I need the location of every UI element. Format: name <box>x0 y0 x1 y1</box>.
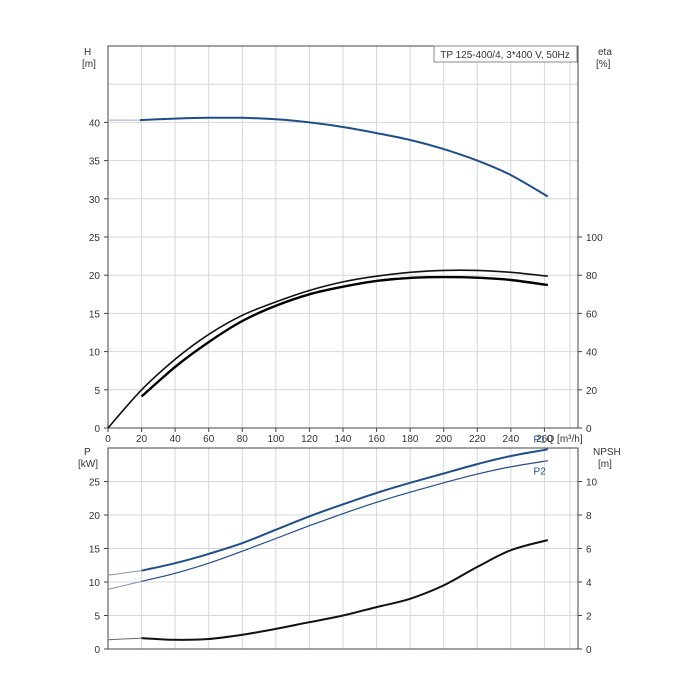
y-left-tick-label: 40 <box>89 118 101 129</box>
curve-eta-a <box>107 269 548 429</box>
y-left-tick-label: 35 <box>89 157 101 168</box>
y-left-axis-label: H <box>84 47 91 58</box>
y-left-tick-label: 10 <box>89 348 101 359</box>
y-right-tick-label: 40 <box>586 348 598 359</box>
x-tick-label: 260 <box>536 434 553 445</box>
y-right-tick-label: 10 <box>586 478 598 489</box>
x-axis-label: Q [m³/h] <box>547 434 583 445</box>
y-right-tick-label: 8 <box>586 511 592 522</box>
y-left-axis-unit: [m] <box>82 59 96 70</box>
y-left-tick-label: 0 <box>94 645 100 656</box>
curve-h <box>139 116 549 198</box>
y-right-axis-label: NPSH <box>593 447 621 458</box>
y-left-tick-label: 20 <box>89 271 101 282</box>
x-tick-label: 160 <box>368 434 385 445</box>
chart-title: TP 125-400/4, 3*400 V, 50Hz <box>440 50 570 61</box>
x-tick-label: 100 <box>268 434 285 445</box>
upper-panel: 0 5 10 15 20 25 30 35 40 0 20 40 60 80 100 0 20 40 60 80 100… <box>82 45 612 445</box>
y-left-tick-label: 15 <box>89 545 101 556</box>
curve-p1 <box>141 448 548 572</box>
y-right-tick-label: 2 <box>586 612 592 623</box>
y-left-tick-label: 0 <box>94 424 100 435</box>
series-label-p2: P2 <box>534 467 547 478</box>
curve-p2 <box>141 460 548 582</box>
title-box-frame <box>433 45 578 63</box>
y-left-tick-label: 25 <box>89 233 101 244</box>
y-right-tick-label: 80 <box>586 271 598 282</box>
y-left-tick-label: 5 <box>94 386 100 397</box>
x-tick-label: 20 <box>136 434 148 445</box>
y-left-tick-label: 5 <box>94 612 100 623</box>
x-tick-label: 60 <box>203 434 215 445</box>
x-tick-label: 40 <box>170 434 182 445</box>
y-left-tick-label: 10 <box>89 578 101 589</box>
y-right-axis-unit: [%] <box>596 59 611 70</box>
x-tick-label: 0 <box>105 434 111 445</box>
y-left-tick-label: 15 <box>89 309 101 320</box>
x-tick-label: 140 <box>335 434 352 445</box>
y-right-tick-label: 0 <box>586 645 592 656</box>
curve-extension <box>107 570 142 576</box>
y-right-tick-label: 4 <box>586 578 592 589</box>
curve-extension <box>107 637 142 641</box>
x-tick-label: 220 <box>469 434 486 445</box>
x-tick-label: 120 <box>301 434 318 445</box>
title-box: TP 125-400/4, 3*400 V, 50Hz <box>433 45 578 63</box>
y-left-axis-label: P <box>84 447 91 458</box>
lower-panel: 0 5 10 15 20 25 0 2 4 6 8 10 P[kW] NPSH[m] P1 P2 <box>78 434 621 656</box>
y-right-axis-label: eta <box>598 47 612 58</box>
y-left-tick-label: 25 <box>89 478 101 489</box>
y-right-tick-label: 6 <box>586 545 592 556</box>
curve-extension <box>107 580 142 590</box>
curve-eta-b <box>140 275 548 398</box>
y-right-tick-label: 20 <box>586 386 598 397</box>
y-right-tick-label: 0 <box>586 424 592 435</box>
y-right-tick-label: 100 <box>586 233 603 244</box>
y-left-tick-label: 30 <box>89 195 101 206</box>
y-right-axis-unit: [m] <box>598 459 612 470</box>
series-label-p1: P1 <box>534 434 547 445</box>
x-tick-label: 200 <box>435 434 452 445</box>
y-left-axis-unit: [kW] <box>78 459 98 470</box>
y-right-tick-label: 60 <box>586 309 598 320</box>
curve-npsh <box>141 539 549 641</box>
y-left-tick-label: 20 <box>89 511 101 522</box>
x-tick-label: 80 <box>237 434 249 445</box>
x-tick-label: 180 <box>402 434 419 445</box>
x-tick-label: 240 <box>503 434 520 445</box>
